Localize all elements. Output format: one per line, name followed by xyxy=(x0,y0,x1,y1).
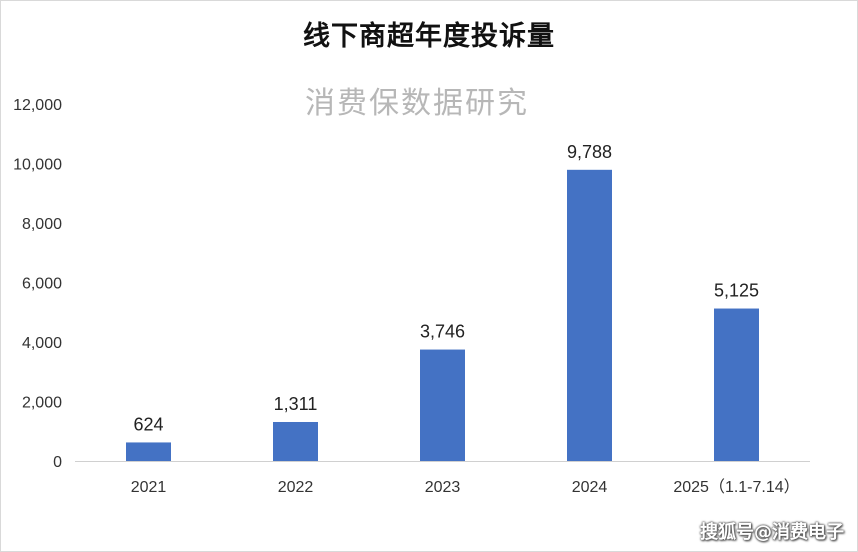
bar-2022 xyxy=(273,421,318,461)
x-tick-label: 2021 xyxy=(131,479,167,496)
x-tick-label: 2023 xyxy=(425,479,461,496)
y-tick-label: 8,000 xyxy=(22,216,62,233)
y-tick-label: 0 xyxy=(53,454,62,471)
y-axis: 0 2,000 4,000 6,000 8,000 10,000 12,000 xyxy=(13,97,62,471)
data-label: 5,125 xyxy=(714,281,759,301)
x-tick-label: 2025（1.1-7.14） xyxy=(673,478,799,496)
x-axis: 2021 2022 2023 2024 2025（1.1-7.14） xyxy=(131,478,800,496)
sohu-watermark: 搜狐号@消费电子 xyxy=(700,522,844,543)
bar-2021 xyxy=(126,442,171,461)
chart-subtitle-watermark: 消费保数据研究 xyxy=(305,86,529,121)
data-label: 3,746 xyxy=(420,322,465,342)
data-labels: 624 1,311 3,746 9,788 5,125 xyxy=(133,142,759,435)
bar-2024 xyxy=(567,169,612,461)
x-tick-label: 2022 xyxy=(278,479,314,496)
y-tick-label: 4,000 xyxy=(22,335,62,352)
chart-title: 线下商超年度投诉量 xyxy=(303,21,555,52)
data-label: 624 xyxy=(133,414,163,434)
y-tick-label: 6,000 xyxy=(22,276,62,293)
bar-2023 xyxy=(420,349,465,461)
y-tick-label: 10,000 xyxy=(13,157,62,174)
data-label: 9,788 xyxy=(567,142,612,162)
y-tick-label: 2,000 xyxy=(22,395,62,412)
bar-2025 xyxy=(714,308,759,461)
bars xyxy=(126,169,759,461)
y-tick-label: 12,000 xyxy=(13,97,62,114)
data-label: 1,311 xyxy=(274,394,318,414)
x-tick-label: 2024 xyxy=(572,479,608,496)
